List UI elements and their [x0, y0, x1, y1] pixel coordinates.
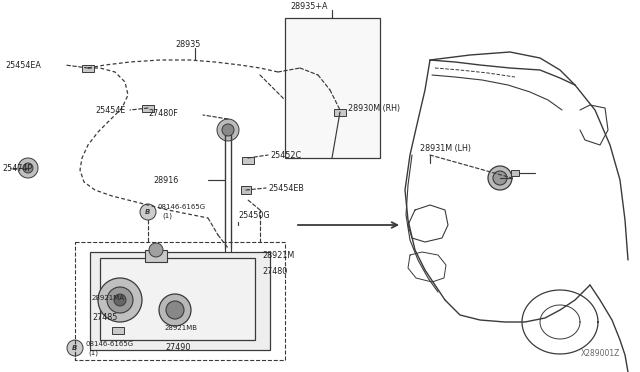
Bar: [511, 170, 519, 176]
Text: 27485: 27485: [92, 314, 117, 323]
Text: 25454EA: 25454EA: [5, 61, 41, 70]
Text: 28935+A: 28935+A: [290, 1, 328, 10]
Circle shape: [488, 166, 512, 190]
Text: X289001Z: X289001Z: [580, 349, 620, 358]
Text: 28931M (LH): 28931M (LH): [420, 144, 471, 153]
Bar: [285, 18, 380, 158]
Circle shape: [140, 204, 156, 220]
Bar: [142, 105, 154, 112]
Text: (1): (1): [162, 213, 172, 219]
Text: 27490: 27490: [165, 343, 190, 353]
Text: (1): (1): [88, 350, 98, 356]
Circle shape: [493, 171, 507, 185]
Circle shape: [149, 243, 163, 257]
Bar: [242, 157, 254, 164]
Bar: [334, 109, 346, 115]
Circle shape: [222, 124, 234, 136]
Bar: [100, 258, 255, 340]
Text: 28921MB: 28921MB: [165, 325, 198, 331]
Bar: [145, 250, 167, 262]
Text: 25452C: 25452C: [270, 151, 301, 160]
Text: 28930M (RH): 28930M (RH): [348, 103, 400, 112]
Bar: [75, 242, 285, 360]
Text: 28921MA: 28921MA: [92, 295, 125, 301]
Text: 27480: 27480: [262, 267, 287, 276]
Bar: [112, 327, 124, 334]
Bar: [82, 64, 94, 71]
Circle shape: [23, 163, 33, 173]
Text: 25454EB: 25454EB: [268, 183, 304, 192]
Circle shape: [159, 294, 191, 326]
Text: 08146-6165G: 08146-6165G: [85, 341, 133, 347]
Text: B: B: [145, 209, 150, 215]
Text: 28921M: 28921M: [262, 250, 294, 260]
Text: 28916: 28916: [153, 176, 179, 185]
Circle shape: [18, 158, 38, 178]
Text: 25450G: 25450G: [238, 211, 269, 219]
Text: 28935: 28935: [175, 39, 200, 48]
Circle shape: [114, 294, 126, 306]
Circle shape: [107, 287, 133, 313]
Circle shape: [98, 278, 142, 322]
Text: 25474P: 25474P: [2, 164, 32, 173]
Bar: [241, 186, 251, 194]
Circle shape: [67, 340, 83, 356]
Circle shape: [217, 119, 239, 141]
Bar: [90, 252, 270, 350]
Text: 08146-6165G: 08146-6165G: [158, 204, 206, 210]
Text: B: B: [72, 345, 77, 351]
Circle shape: [166, 301, 184, 319]
Text: 27480F: 27480F: [148, 109, 178, 118]
Text: 25454E: 25454E: [95, 106, 125, 115]
